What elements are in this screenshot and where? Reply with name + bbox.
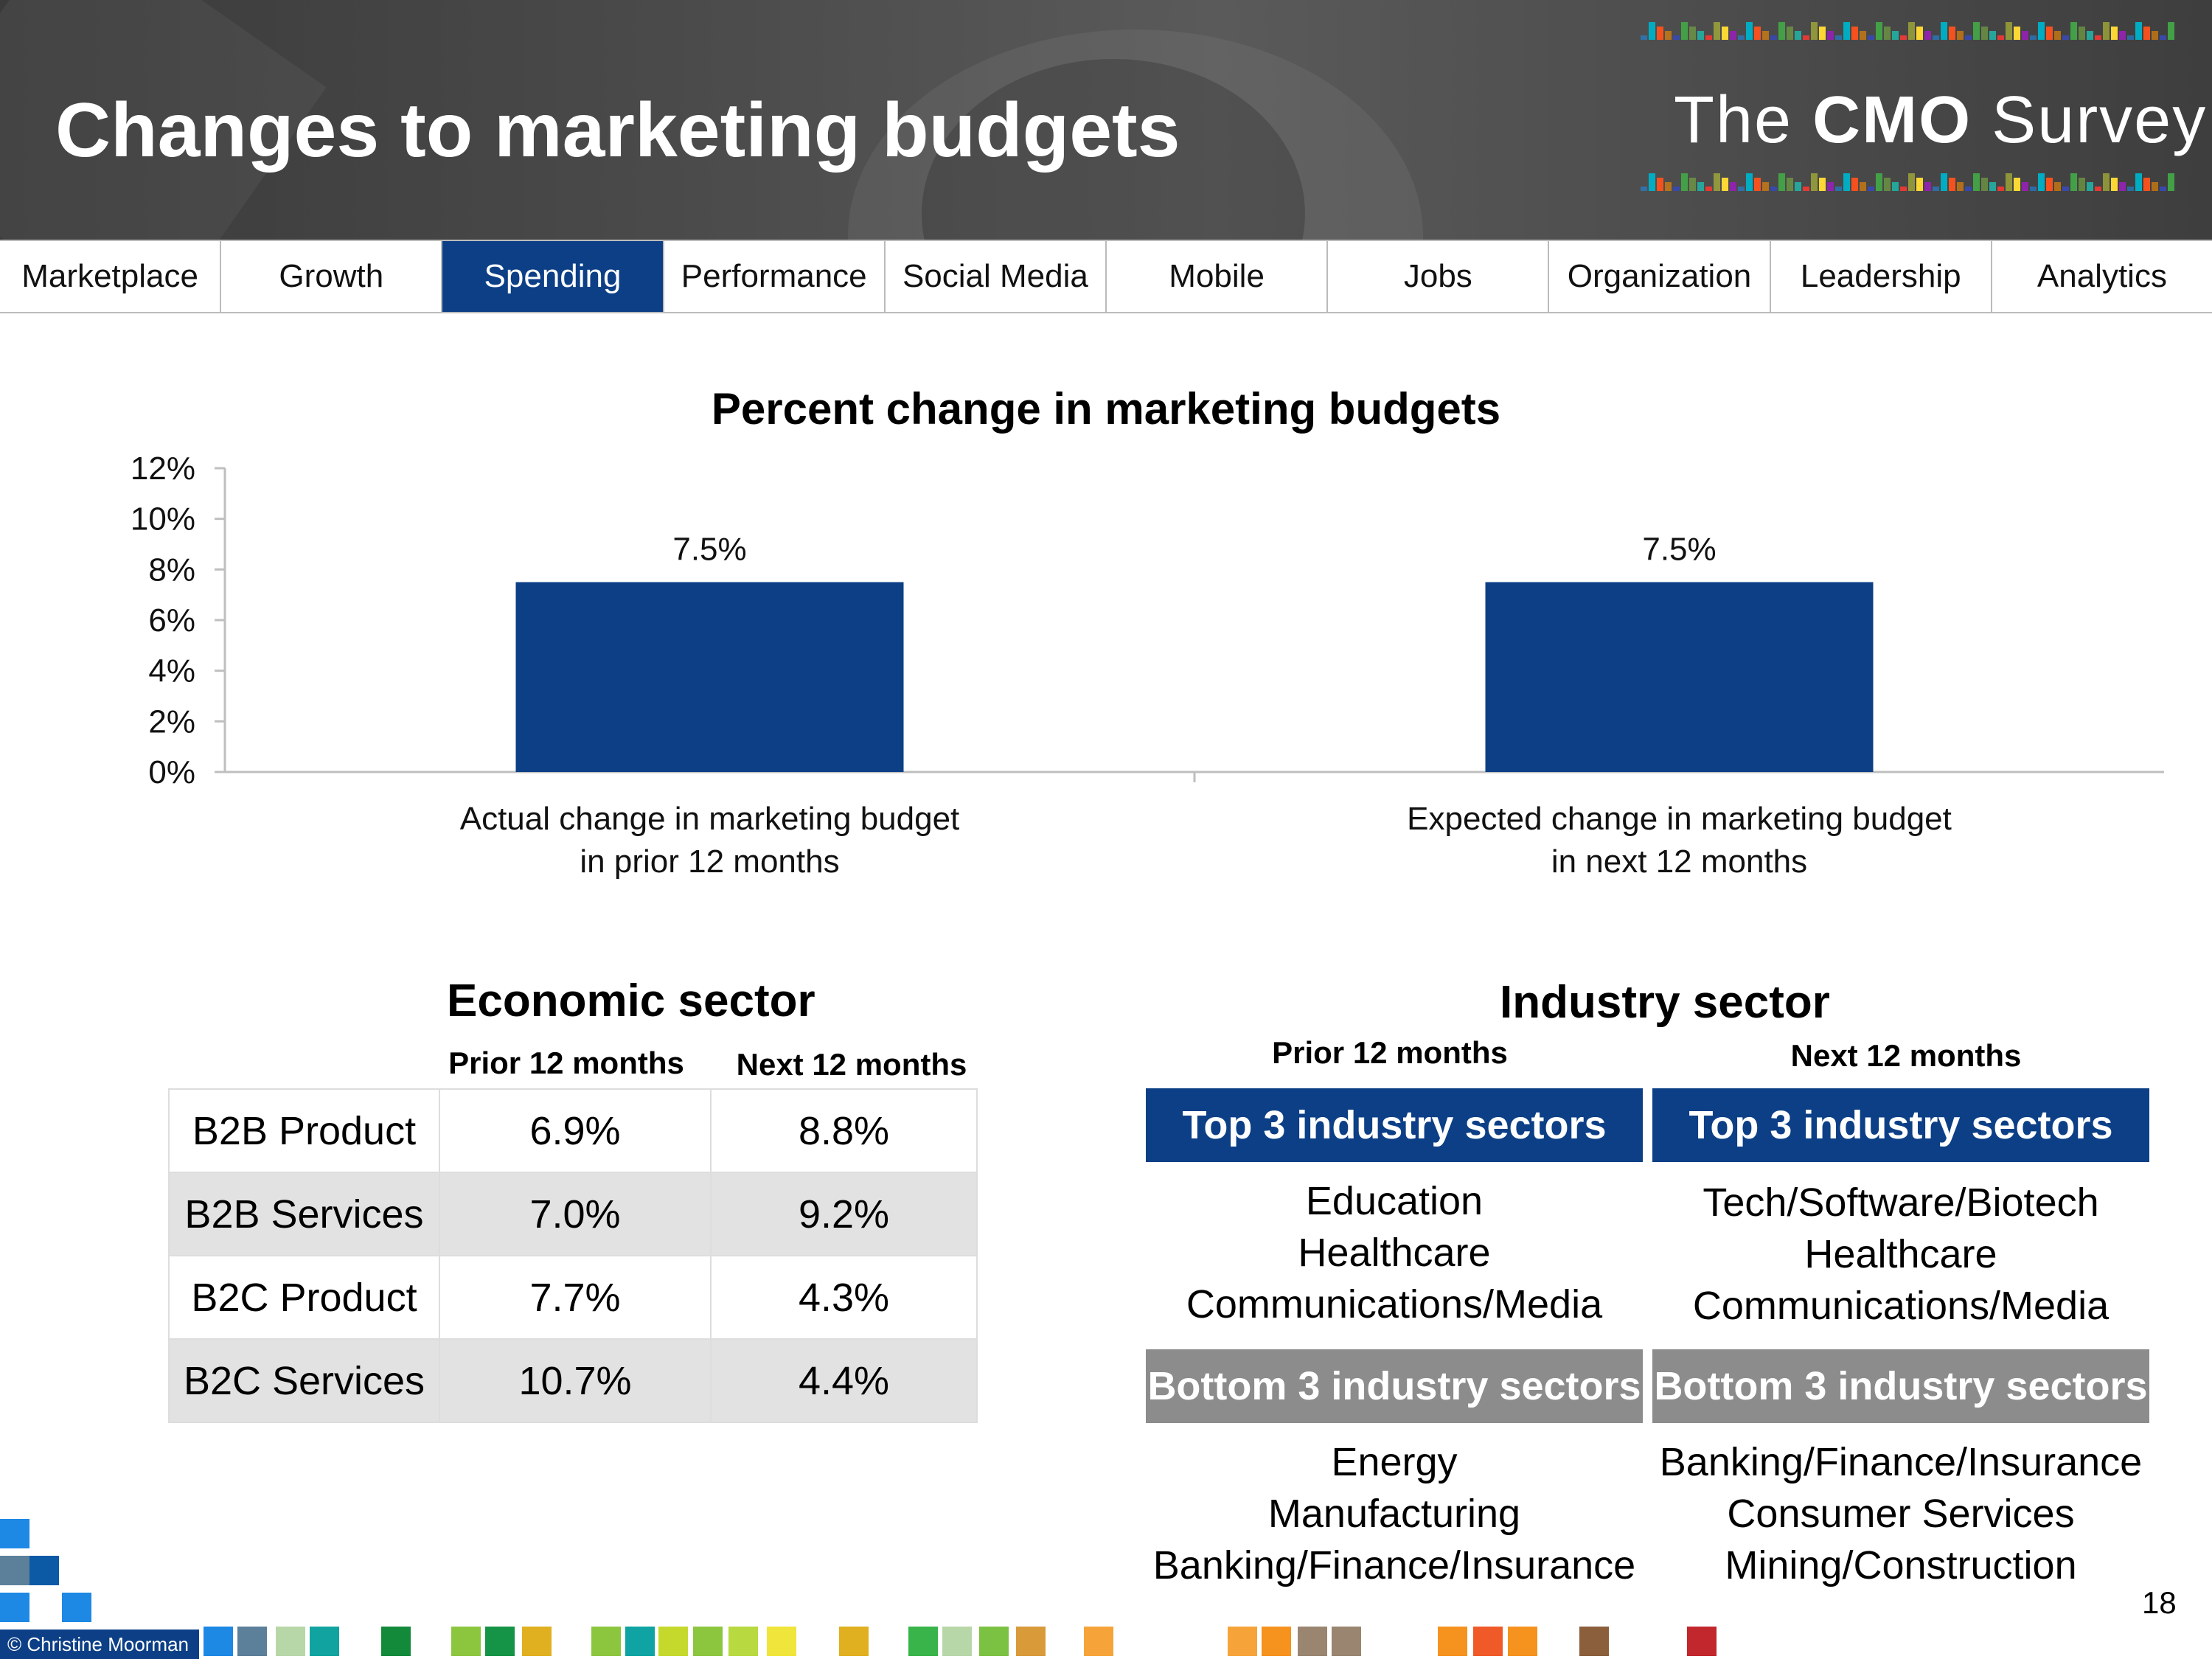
industry-col-prior: Prior 12 months <box>1272 1035 1508 1070</box>
y-tick-label: 2% <box>148 703 195 740</box>
next-value: 8.8% <box>710 1088 978 1173</box>
y-tick-label: 6% <box>148 602 195 639</box>
list-item: Banking/Finance/Insurance <box>1659 1440 2143 1484</box>
bar <box>1485 582 1874 772</box>
list-item: Healthcare <box>1804 1232 1997 1276</box>
list-item: Communications/Media <box>1186 1282 1603 1326</box>
y-tick-label: 8% <box>148 552 195 588</box>
logo-text: The CMO Survey <box>1674 83 2208 157</box>
bar-chart: 0% 2% 4% 6% 8% 10% 12% 7.5% Actual change in mar… <box>131 451 2164 880</box>
list-item: Banking/Finance/Insurance <box>1152 1543 1636 1587</box>
table-row: B2B Services 7.0% 9.2% <box>168 1172 978 1256</box>
prior-bottom-list: Energy Manufacturing Banking/Finance/Ins… <box>1146 1436 1643 1591</box>
copyright-credit: © Christine Moorman <box>0 1630 199 1659</box>
table-row: B2C Product 7.7% 4.3% <box>168 1255 978 1340</box>
list-item: Mining/Construction <box>1725 1543 2077 1587</box>
x-category-label: Expected change in marketing budget <box>1407 801 1952 837</box>
table-row: B2C Services 10.7% 4.4% <box>168 1338 978 1423</box>
x-category-label: in prior 12 months <box>580 844 839 880</box>
row-label: B2B Product <box>168 1088 440 1173</box>
header-banner: Changes to marketing budgets The CMO Sur… <box>0 0 2212 240</box>
tab-leadership[interactable]: Leadership <box>1770 241 1992 312</box>
prior-value: 7.0% <box>439 1172 712 1256</box>
list-item: Consumer Services <box>1727 1492 2075 1536</box>
tab-social-media[interactable]: Social Media <box>885 241 1107 312</box>
y-tick-label: 0% <box>148 754 195 790</box>
row-label: B2C Product <box>168 1255 440 1340</box>
economic-sector-title: Economic sector <box>447 975 815 1026</box>
row-label: B2B Services <box>168 1172 440 1256</box>
tab-analytics[interactable]: Analytics <box>1992 241 2212 312</box>
list-item: Healthcare <box>1298 1231 1491 1275</box>
prior-top-list: Education Healthcare Communications/Medi… <box>1146 1175 1643 1330</box>
prior-top-header: Top 3 industry sectors <box>1146 1088 1643 1162</box>
y-tick-label: 12% <box>131 451 195 487</box>
row-label: B2C Services <box>168 1338 440 1423</box>
tab-spending[interactable]: Spending <box>442 241 664 312</box>
next-value: 4.4% <box>710 1338 978 1423</box>
x-category-label: Actual change in marketing budget <box>460 801 960 837</box>
prior-value: 7.7% <box>439 1255 712 1340</box>
list-item: Energy <box>1331 1440 1458 1484</box>
data-label: 7.5% <box>1642 532 1716 568</box>
list-item: Communications/Media <box>1692 1284 2110 1328</box>
bar <box>515 582 904 772</box>
next-bottom-header: Bottom 3 industry sectors <box>1652 1349 2149 1423</box>
page-title: Changes to marketing budgets <box>55 88 1180 173</box>
tab-organization[interactable]: Organization <box>1549 241 1771 312</box>
industry-sector-title: Industry sector <box>1500 977 1830 1028</box>
table-row: B2B Product 6.9% 8.8% <box>168 1088 978 1173</box>
next-value: 4.3% <box>710 1255 978 1340</box>
next-value: 9.2% <box>710 1172 978 1256</box>
prior-bottom-header: Bottom 3 industry sectors <box>1146 1349 1643 1423</box>
list-item: Manufacturing <box>1267 1492 1521 1536</box>
x-category-label: in next 12 months <box>1551 844 1807 880</box>
y-tick-label: 10% <box>131 501 195 538</box>
page-number: 18 <box>2142 1585 2177 1620</box>
list-item: Education <box>1305 1179 1484 1223</box>
tab-performance[interactable]: Performance <box>664 241 886 312</box>
economic-col-prior: Prior 12 months <box>448 1046 684 1080</box>
cmo-survey-logo: The CMO Survey <box>1641 15 2205 236</box>
tab-mobile[interactable]: Mobile <box>1107 241 1329 312</box>
tab-growth[interactable]: Growth <box>221 241 443 312</box>
data-label: 7.5% <box>672 532 746 568</box>
economic-col-next: Next 12 months <box>736 1047 967 1082</box>
list-item: Tech/Software/Biotech <box>1703 1180 2099 1225</box>
tab-jobs[interactable]: Jobs <box>1328 241 1550 312</box>
next-top-header: Top 3 industry sectors <box>1652 1088 2149 1162</box>
next-top-list: Tech/Software/Biotech Healthcare Communi… <box>1652 1177 2149 1332</box>
tab-marketplace[interactable]: Marketplace <box>0 241 222 312</box>
section-nav: Marketplace Growth Spending Performance … <box>0 240 2212 313</box>
prior-value: 6.9% <box>439 1088 712 1173</box>
prior-value: 10.7% <box>439 1338 712 1423</box>
industry-col-next: Next 12 months <box>1790 1038 2022 1073</box>
chart-title: Percent change in marketing budgets <box>711 384 1501 434</box>
next-bottom-list: Banking/Finance/Insurance Consumer Servi… <box>1652 1436 2149 1591</box>
y-tick-label: 4% <box>148 653 195 689</box>
economic-sector-table: B2B Product 6.9% 8.8% B2B Services 7.0% … <box>168 1088 978 1423</box>
